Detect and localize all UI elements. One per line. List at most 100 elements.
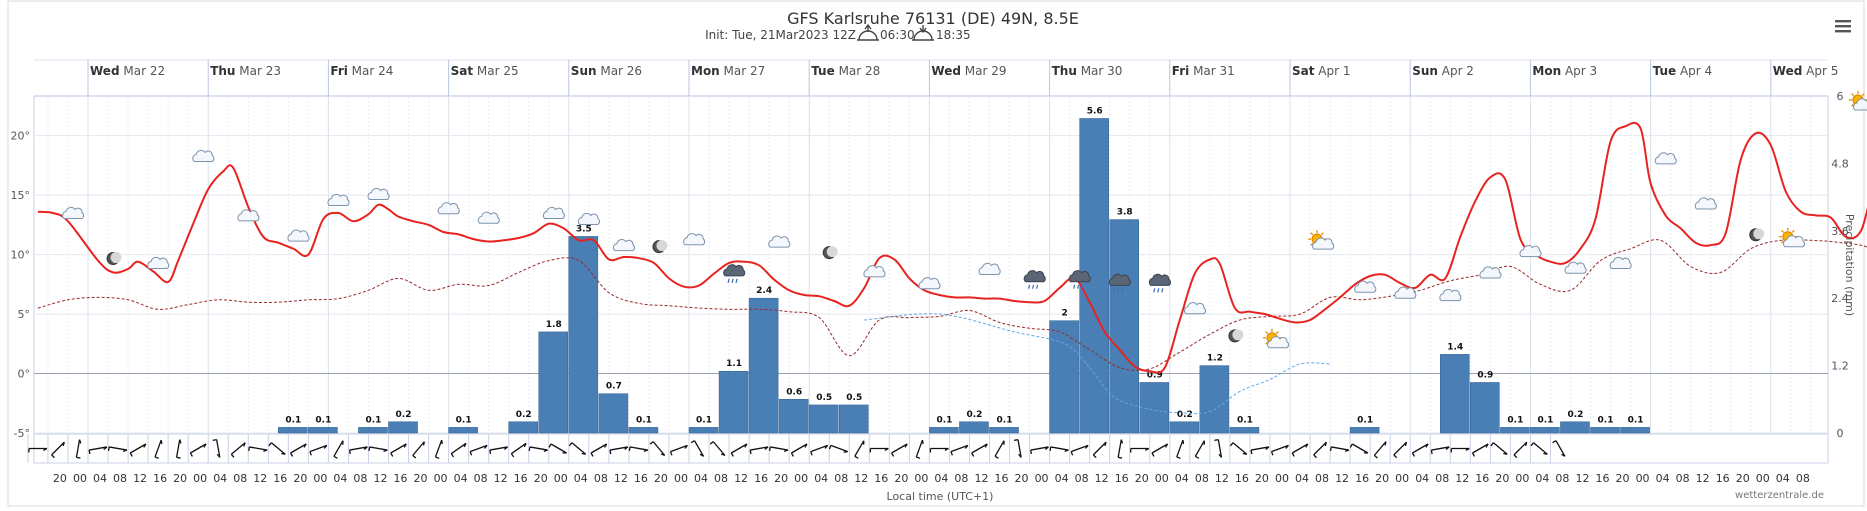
hour-tick: 16 [1475,472,1489,485]
precip-label: 0.9 [1477,370,1493,380]
hour-tick: 00 [1155,472,1169,485]
wind-barb [1251,450,1252,454]
hour-tick: 04 [1055,472,1069,485]
hour-tick: 12 [1696,472,1710,485]
hour-tick: 04 [1175,472,1189,485]
precip-bar [278,427,307,433]
hour-tick: 00 [1756,472,1770,485]
precip-bar [539,332,568,433]
sunrise-time: 06:30 [880,28,915,42]
wind-head [1385,442,1386,446]
hour-tick: 12 [1575,472,1589,485]
precip-label: 0.5 [816,393,832,403]
moon-cut [656,240,667,251]
precip-bar [308,427,337,433]
precip-bar [599,394,628,433]
wind-head [281,453,285,454]
wind-barb [249,447,250,451]
hour-tick: 04 [213,472,227,485]
precip-label: 0.1 [1357,415,1373,425]
hour-tick: 12 [974,472,988,485]
y-right-tick: 4.8 [1831,157,1849,170]
precip-label: 1.1 [726,359,742,369]
precip-bar [1621,427,1650,433]
precip-label: 2 [1061,309,1067,319]
y-left-tick: 0° [18,368,31,381]
precip-bar [1591,427,1620,433]
wind-barb [213,440,217,441]
hour-tick: 04 [1535,472,1549,485]
precip-label: 0.1 [1537,415,1553,425]
y-right-tick: 1.2 [1831,360,1849,373]
day-label: Wed Mar 22 [90,64,165,78]
precip-label: 0.1 [997,415,1013,425]
wind-barb [1014,440,1018,441]
hour-tick: 08 [834,472,848,485]
precip-label: 0.2 [1567,410,1583,420]
wind-barb [76,457,80,458]
hour-tick: 20 [173,472,187,485]
day-label: Mon Mar 27 [691,64,765,78]
precip-label: 0.2 [516,410,532,420]
precip-label: 1.2 [1207,354,1223,364]
menu-button[interactable] [1834,18,1852,34]
wind-barb [750,450,751,454]
wind-head [442,440,443,444]
hour-tick: 20 [293,472,307,485]
precip-label: 0.1 [696,415,712,425]
hour-tick: 16 [1716,472,1730,485]
precip-label: 0.5 [846,393,862,403]
precip-label: 0.1 [315,415,331,425]
precip-label: 0.1 [1628,415,1644,425]
precip-bar [779,399,808,433]
hour-tick: 20 [1495,472,1509,485]
precip-bar [1110,220,1139,433]
hour-tick: 00 [73,472,87,485]
hour-tick: 20 [534,472,548,485]
y-left-tick: 15° [11,189,31,202]
hour-tick: 04 [454,472,468,485]
credit-text: wetterzentrale.de [1735,490,1824,501]
wind-barb [89,450,90,454]
hour-tick: 08 [353,472,367,485]
moon-cut [1232,329,1243,340]
hour-tick: 20 [1616,472,1630,485]
wind-head [161,440,162,444]
hour-tick: 08 [1075,472,1089,485]
hour-tick: 08 [1435,472,1449,485]
wind-barb [108,447,109,451]
y-left-tick: 5° [18,308,31,321]
hour-tick: 08 [113,472,127,485]
day-label: Sun Mar 26 [571,64,642,78]
wind-barb [529,447,530,451]
precip-bar [1170,422,1199,433]
precip-label: 1.4 [1447,342,1463,352]
hour-tick: 16 [995,472,1009,485]
wind-barb [1214,440,1218,441]
wind-head [922,440,923,444]
hour-tick: 00 [434,472,448,485]
hour-tick: 08 [954,472,968,485]
precip-bar [1140,382,1169,433]
precip-label: 0.7 [606,382,622,392]
hour-tick: 20 [1135,472,1149,485]
moon-cut [827,246,838,257]
hour-tick: 04 [934,472,948,485]
hour-tick: 16 [634,472,648,485]
sunset-time: 18:35 [936,28,971,42]
hour-tick: 00 [1275,472,1289,485]
precip-bar [839,405,868,433]
precip-bar [689,427,718,433]
day-label: Tue Mar 28 [811,64,880,78]
wind-barb [610,450,611,454]
wind-barb [770,447,771,451]
precip-label: 0.2 [396,410,412,420]
day-label: Sun Apr 2 [1412,64,1474,78]
precip-bar [809,405,838,433]
precip-label: 0.1 [456,415,472,425]
precip-bar [509,422,538,433]
hour-tick: 12 [494,472,508,485]
hour-tick: 08 [233,472,247,485]
hour-tick: 12 [734,472,748,485]
